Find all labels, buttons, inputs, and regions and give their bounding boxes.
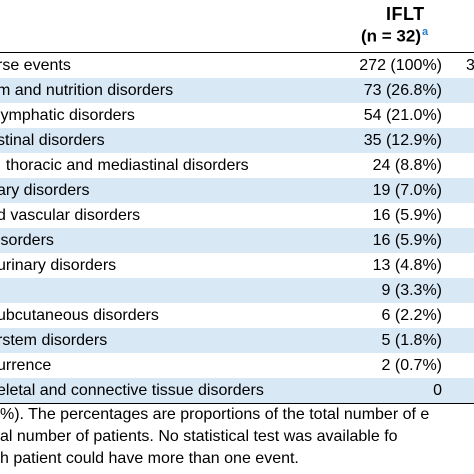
table-row: ubcutaneous disorders 6 (2.2%): [0, 303, 474, 328]
row-value: 0: [433, 382, 442, 399]
table-row: isorders 16 (5.9%): [0, 228, 474, 253]
table-row: lymphatic disorders 54 (21.0%): [0, 103, 474, 128]
row-label: stinal disorders: [0, 132, 105, 149]
table-row: eletal and connective tissue disorders 0: [0, 378, 474, 403]
footnote-line: al number of patients. No statistical te…: [0, 428, 398, 445]
row-value: 19 (7.0%): [372, 182, 442, 199]
column-header-n-text: (n = 32): [361, 26, 421, 46]
column-header-n: (n = 32)a: [361, 26, 428, 47]
row-value: 2 (0.7%): [381, 357, 442, 374]
table-row: 9 (3.3%): [0, 278, 474, 303]
row-label: d vascular disorders: [0, 207, 141, 224]
row-label: ary disorders: [0, 182, 90, 199]
row-label: urinary disorders: [0, 257, 117, 274]
row-label: m and nutrition disorders: [0, 82, 174, 99]
table-bottom-rule: [0, 403, 474, 404]
footnote-line: %). The percentages are proportions of t…: [0, 406, 430, 423]
row-label: ubcutaneous disorders: [0, 307, 159, 324]
row-value: 5 (1.8%): [381, 332, 442, 349]
row-label: , thoracic and mediastinal disorders: [0, 157, 249, 174]
footnote-marker: a: [422, 26, 429, 38]
row-value: 54 (21.0%): [363, 107, 442, 124]
table-row: d vascular disorders 16 (5.9%): [0, 203, 474, 228]
table-row: m and nutrition disorders 73 (26.8%): [0, 78, 474, 103]
footnote-line: h patient could have more than one event…: [0, 450, 299, 467]
table-row: urinary disorders 13 (4.8%): [0, 253, 474, 278]
column-header-group: IFLT: [386, 4, 425, 24]
row-extra: 3: [466, 57, 474, 74]
row-value: 16 (5.9%): [372, 207, 442, 224]
table-row: rse events 272 (100%) 3: [0, 53, 474, 78]
row-label: urrence: [0, 357, 52, 374]
row-value: 272 (100%): [359, 57, 442, 74]
row-value: 9 (3.3%): [381, 282, 442, 299]
table-row: rstem disorders 5 (1.8%): [0, 328, 474, 353]
table-row: urrence 2 (0.7%): [0, 353, 474, 378]
row-value: 13 (4.8%): [372, 257, 442, 274]
row-value: 24 (8.8%): [372, 157, 442, 174]
header-rule: [0, 52, 474, 53]
row-label: isorders: [0, 232, 54, 249]
row-label: eletal and connective tissue disorders: [0, 382, 264, 399]
row-label: rstem disorders: [0, 332, 108, 349]
table-footnote: %). The percentages are proportions of t…: [0, 404, 474, 470]
table-row: stinal disorders 35 (12.9%): [0, 128, 474, 153]
table-row: , thoracic and mediastinal disorders 24 …: [0, 153, 474, 178]
row-value: 73 (26.8%): [363, 82, 442, 99]
row-value: 16 (5.9%): [372, 232, 442, 249]
row-label: rse events: [0, 57, 71, 74]
row-label: lymphatic disorders: [0, 107, 135, 124]
table-row: ary disorders 19 (7.0%): [0, 178, 474, 203]
row-value: 6 (2.2%): [381, 307, 442, 324]
row-value: 35 (12.9%): [363, 132, 442, 149]
table-body: rse events 272 (100%) 3 m and nutrition …: [0, 53, 474, 403]
